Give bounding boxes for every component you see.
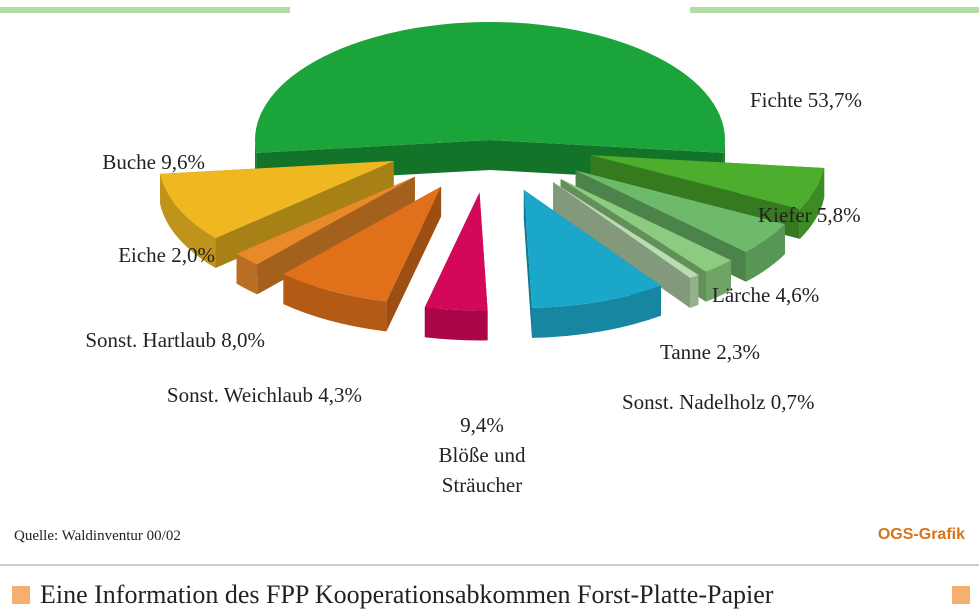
slice-label: Sonst. Hartlaub 8,0% — [85, 328, 265, 353]
slice — [160, 161, 394, 238]
category-label: Sonst. Hartlaub — [85, 328, 216, 352]
credit: OGS-Grafik — [877, 526, 965, 543]
category-label: Sonst. Nadelholz — [622, 390, 766, 414]
category-label: Lärche — [712, 283, 771, 307]
deco-square — [12, 586, 30, 604]
slice — [560, 178, 731, 272]
category-label: Blöße und Sträucher — [438, 443, 526, 497]
deco-bar — [690, 7, 979, 13]
slice-label: Tanne 2,3% — [660, 340, 760, 365]
category-label: Kiefer — [758, 203, 812, 227]
value-label: 4,3% — [318, 383, 362, 407]
slice-side — [160, 173, 216, 268]
deco-bar — [0, 7, 290, 13]
slice-side — [799, 168, 825, 239]
category-label: Eiche — [118, 243, 166, 267]
value-label: 9,4% — [460, 413, 504, 437]
slice-side — [690, 274, 699, 308]
category-label: Fichte — [750, 88, 803, 112]
slice-side — [283, 274, 387, 332]
slice-label: Fichte 53,7% — [750, 88, 862, 113]
slice-label: Sonst. Weichlaub 4,3% — [167, 383, 362, 408]
footer: Eine Information des FPP Kooperationsabk… — [40, 580, 774, 609]
slice — [590, 155, 825, 209]
slice-side — [531, 285, 661, 338]
value-label: 53,7% — [807, 88, 862, 112]
category-label: Tanne — [660, 340, 712, 364]
slice-label: Eiche 2,0% — [118, 243, 215, 268]
slice-cut — [553, 182, 691, 308]
value-label: 2,0% — [171, 243, 215, 267]
source: Quelle: Waldinventur 00/02 — [14, 528, 181, 544]
slice — [255, 21, 725, 153]
slice-label: Lärche 4,6% — [712, 283, 819, 308]
value-label: 4,6% — [775, 283, 820, 307]
value-label: 9,6% — [161, 150, 205, 174]
slice — [575, 170, 785, 252]
slice-label: Sonst. Nadelholz 0,7% — [622, 390, 814, 415]
slice — [283, 186, 442, 302]
deco-square — [952, 586, 970, 604]
slice-side — [745, 224, 785, 282]
slice-cut — [523, 189, 532, 338]
slice-side — [705, 260, 731, 302]
value-label: 2,3% — [716, 340, 761, 364]
slice — [523, 189, 661, 308]
slice — [424, 192, 488, 311]
slice-side — [424, 307, 488, 341]
slice-label: Kiefer 5,8% — [758, 203, 861, 228]
pie — [160, 21, 825, 341]
category-label: Sonst. Weichlaub — [166, 383, 313, 407]
value-label: 5,8% — [816, 203, 861, 227]
slice — [236, 176, 415, 265]
value-label: 8,0% — [221, 328, 265, 352]
slice-label: 9,4% Blöße und Sträucher — [407, 410, 557, 500]
category-label: Buche — [102, 150, 156, 174]
slice-side — [236, 253, 258, 295]
slice-label: Buche 9,6% — [102, 150, 205, 175]
slice-cut — [236, 176, 415, 284]
slice — [553, 182, 699, 278]
value-label: 0,7% — [770, 390, 815, 414]
